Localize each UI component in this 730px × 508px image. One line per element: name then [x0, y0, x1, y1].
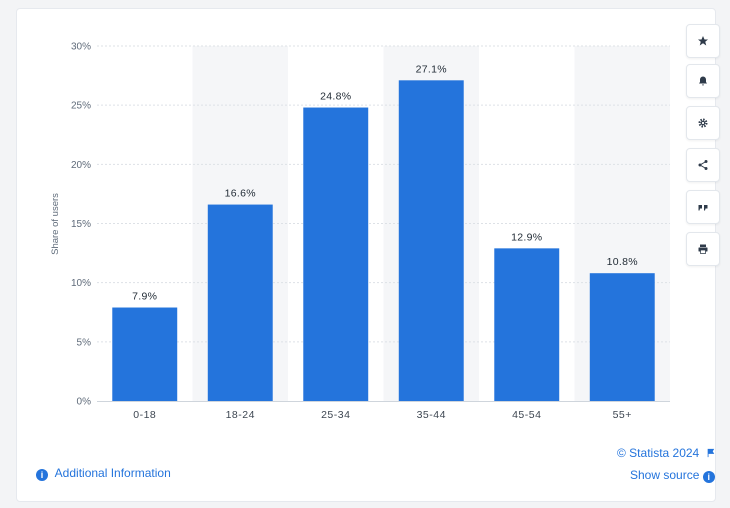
grid-lines — [97, 45, 670, 343]
bar — [494, 248, 560, 401]
cite-button[interactable] — [686, 190, 720, 224]
bar — [207, 204, 273, 401]
data-label: 7.9% — [132, 291, 157, 303]
star-icon — [698, 36, 708, 46]
additional-information-link[interactable]: i Additional Information — [36, 466, 171, 481]
flag-icon — [707, 448, 714, 458]
copyright-link[interactable]: © Statista 2024 — [617, 446, 716, 460]
x-tick-label: 45-54 — [512, 409, 541, 421]
data-label: 24.8% — [320, 91, 351, 103]
gear-icon — [698, 118, 708, 128]
y-tick-label: 5% — [77, 337, 92, 348]
y-tick-label: 30% — [71, 42, 91, 53]
bar — [589, 273, 655, 401]
y-axis-label: Share of users — [50, 193, 61, 255]
copyright-text: © Statista 2024 — [617, 446, 700, 460]
info-icon: i — [36, 469, 48, 481]
x-tick-label: 0-18 — [133, 409, 156, 421]
data-label: 12.9% — [511, 231, 542, 243]
y-tick-label: 15% — [71, 219, 91, 230]
bar — [112, 307, 178, 401]
show-source-link[interactable]: Show source i — [630, 468, 715, 483]
settings-button[interactable] — [686, 106, 720, 140]
info-icon: i — [702, 471, 715, 483]
bar — [398, 80, 464, 402]
x-tick-label: 55+ — [613, 409, 632, 421]
share-button[interactable] — [686, 148, 720, 182]
y-tick-label: 25% — [71, 101, 91, 112]
data-label: 27.1% — [416, 63, 447, 75]
data-label: 10.8% — [607, 256, 638, 268]
y-axis-ticks: 0% 5% 10% 15% 20% 25% 30% — [71, 42, 91, 408]
y-tick-label: 10% — [71, 278, 91, 289]
data-label: 16.6% — [225, 188, 256, 200]
bar — [303, 107, 369, 402]
print-button[interactable] — [686, 232, 720, 266]
favorite-button[interactable] — [686, 24, 720, 58]
x-tick-label: 35-44 — [417, 409, 446, 421]
quote-icon — [698, 205, 708, 211]
share-icon — [698, 160, 708, 170]
bell-icon — [699, 76, 707, 86]
data-labels: 7.9% 16.6% 24.8% 27.1% 12.9% 10.8% — [132, 63, 638, 303]
x-axis-ticks: 0-18 18-24 25-34 35-44 45-54 55+ — [133, 409, 632, 421]
show-source-text: Show source — [630, 468, 700, 482]
x-tick-label: 18-24 — [226, 409, 255, 421]
y-tick-label: 20% — [71, 160, 91, 171]
bars — [112, 80, 655, 402]
notification-button[interactable] — [686, 64, 720, 98]
x-tick-label: 25-34 — [321, 409, 350, 421]
additional-information-text: Additional Information — [54, 466, 171, 480]
y-tick-label: 0% — [77, 397, 92, 408]
print-icon — [698, 244, 708, 254]
